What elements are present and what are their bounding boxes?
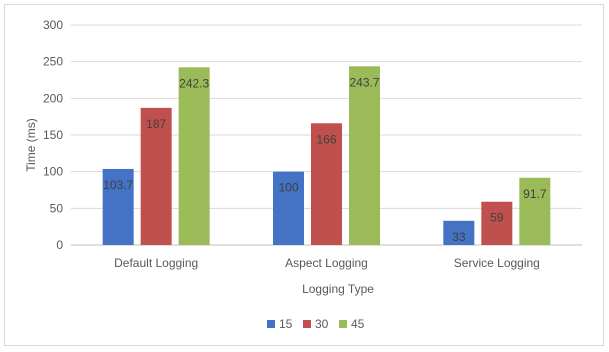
legend-swatch xyxy=(339,320,347,328)
data-label: 33 xyxy=(452,230,466,244)
bar-30-1 xyxy=(311,123,342,245)
y-tick-label: 0 xyxy=(56,238,63,252)
data-labels: 103.7 187 242.3 100 166 243.7 33 59 91.7 xyxy=(103,75,547,244)
bar-30-0 xyxy=(140,107,172,245)
y-tick-label: 50 xyxy=(50,201,64,215)
bar-15-2 xyxy=(443,220,475,245)
x-tick-label: Service Logging xyxy=(454,256,540,270)
legend-label: 30 xyxy=(315,317,329,331)
y-tick-label: 250 xyxy=(43,55,63,69)
y-tick-label: 300 xyxy=(43,18,63,32)
data-label: 166 xyxy=(316,132,336,146)
x-tick-label: Default Logging xyxy=(114,256,198,270)
bar-30-2 xyxy=(481,201,513,245)
data-label: 242.3 xyxy=(179,76,209,90)
y-tick-labels: 0 50 100 150 200 250 300 xyxy=(43,18,63,252)
data-label: 103.7 xyxy=(103,178,133,192)
data-label: 187 xyxy=(146,117,166,131)
legend-swatch xyxy=(303,320,311,328)
bar-45-2 xyxy=(519,177,551,245)
x-axis-title: Logging Type xyxy=(302,282,374,296)
bar-15-0 xyxy=(102,168,134,245)
x-tick-labels: Default Logging Aspect Logging Service Log… xyxy=(114,256,540,270)
bar-45-0 xyxy=(178,67,210,246)
data-label: 243.7 xyxy=(349,75,379,89)
legend-swatch xyxy=(267,320,275,328)
y-tick-label: 100 xyxy=(43,165,63,179)
legend: 15 30 45 xyxy=(267,317,365,331)
y-tick-label: 200 xyxy=(43,91,63,105)
y-axis-title: Time (ms) xyxy=(24,118,38,172)
legend-label: 45 xyxy=(351,317,365,331)
x-tick-label: Aspect Logging xyxy=(285,256,368,270)
y-tick-label: 150 xyxy=(43,128,63,142)
data-label: 91.7 xyxy=(523,187,547,201)
bar-chart: 0 50 100 150 200 250 300 103.7 187 242.3 100 166 24… xyxy=(24,18,582,331)
bar-45-1 xyxy=(349,66,380,245)
bar-15-1 xyxy=(273,171,304,245)
data-label: 59 xyxy=(490,211,504,225)
data-label: 100 xyxy=(278,181,298,195)
chart-frame: 0 50 100 150 200 250 300 103.7 187 242.3 100 166 24… xyxy=(4,4,604,346)
bars xyxy=(102,66,551,246)
legend-label: 15 xyxy=(279,317,293,331)
